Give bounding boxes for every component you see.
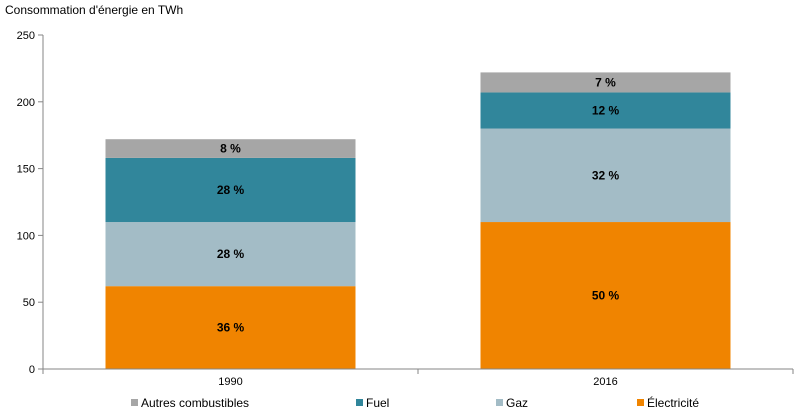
legend-swatch: [131, 399, 138, 406]
x-tick-label: 1990: [218, 376, 242, 388]
data-label: 8 %: [220, 142, 241, 156]
x-axis: 1990 2016: [42, 368, 794, 388]
bar-segment: [105, 286, 356, 369]
y-tick-label: 100: [17, 230, 35, 242]
data-label: 28 %: [217, 247, 245, 261]
y-tick-label: 50: [23, 297, 35, 309]
legend-label: Fuel: [366, 396, 389, 410]
legend: Autres combustibles Fuel Gaz Électricité: [131, 395, 699, 410]
y-axis-unit-label: Consommation d'énergie en TWh: [5, 3, 183, 17]
bar-segment: [105, 157, 356, 223]
bar-segment: [480, 128, 731, 223]
bar-segment: [480, 72, 731, 93]
bars: 36 % 28 % 28 % 8 % 50 % 32 % 12 % 7 %: [105, 72, 731, 369]
data-label: 28 %: [217, 183, 245, 197]
data-label: 50 %: [592, 289, 620, 303]
data-label: 32 %: [592, 168, 620, 182]
data-label: 7 %: [595, 75, 616, 89]
x-tick-label: 2016: [593, 376, 617, 388]
data-label: 36 %: [217, 321, 245, 335]
y-tick-label: 200: [17, 97, 35, 109]
y-axis: 0 50 100 150 200 250: [17, 30, 44, 376]
legend-label: Autres combustibles: [141, 396, 249, 410]
y-tick-label: 250: [17, 30, 35, 42]
y-tick-label: 150: [17, 164, 35, 176]
legend-label: Gaz: [506, 396, 528, 410]
bar-segment: [105, 222, 356, 287]
bar-segment: [105, 139, 356, 158]
y-tick-label: 0: [29, 364, 35, 376]
legend-swatch: [496, 399, 503, 406]
data-label: 12 %: [592, 103, 620, 117]
bar-segment: [480, 92, 731, 129]
legend-swatch: [356, 399, 363, 406]
legend-label: Électricité: [647, 395, 699, 410]
legend-swatch: [637, 399, 644, 406]
bar-segment: [480, 222, 731, 369]
